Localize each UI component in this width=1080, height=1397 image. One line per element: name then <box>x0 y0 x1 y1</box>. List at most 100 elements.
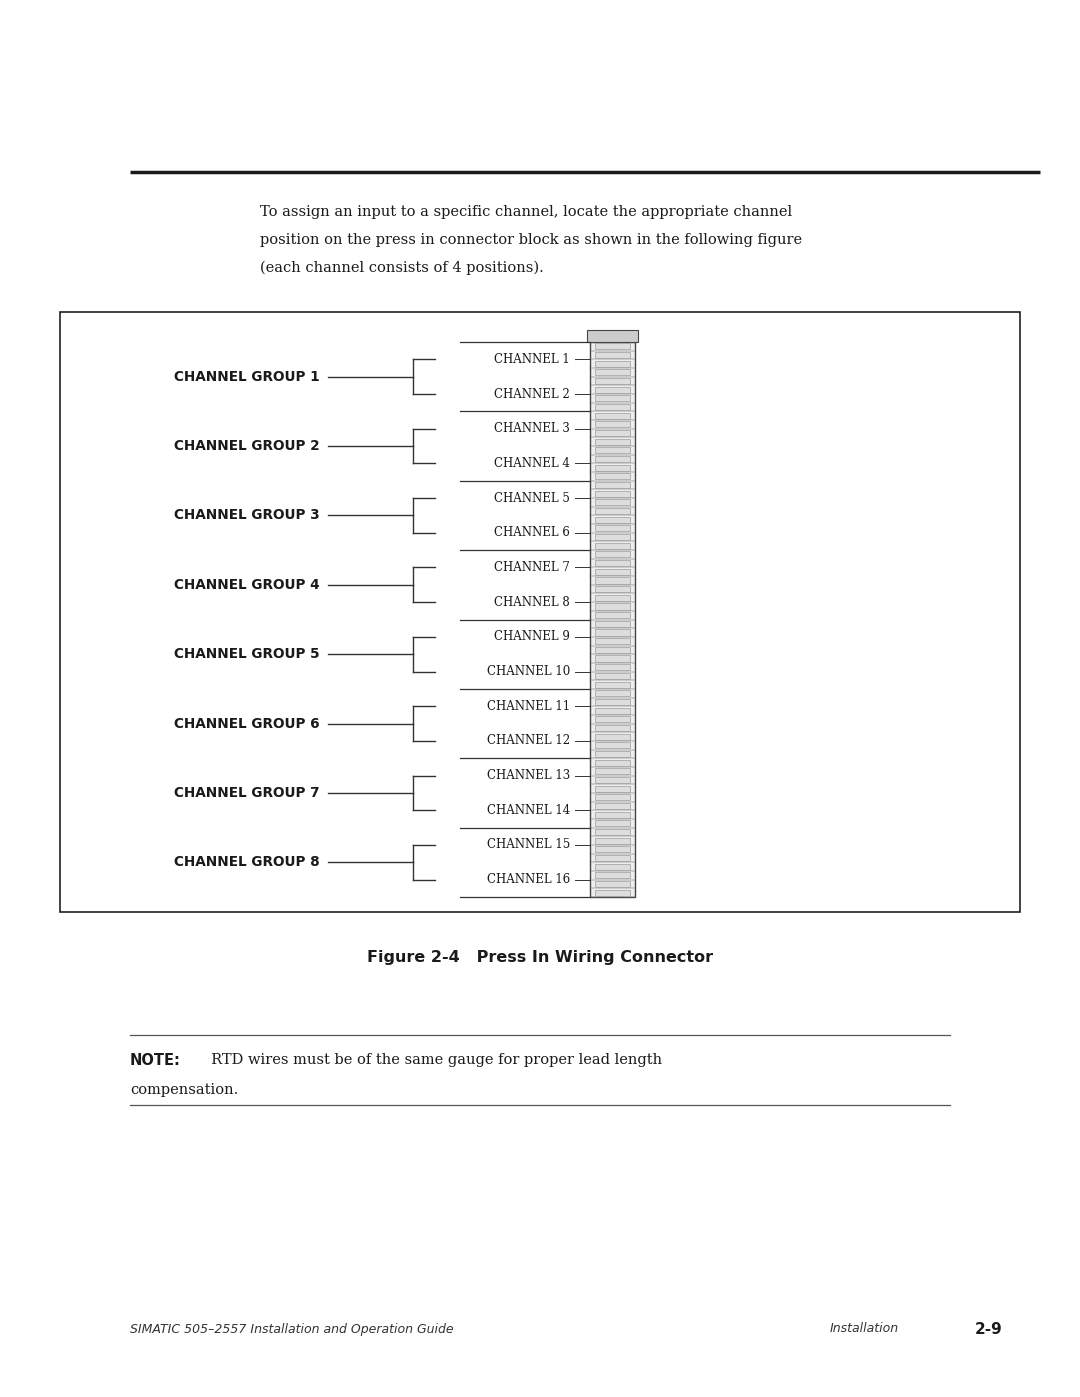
Bar <box>595 422 630 427</box>
Bar <box>595 698 630 705</box>
Bar <box>595 587 630 592</box>
Text: (each channel consists of 4 positions).: (each channel consists of 4 positions). <box>260 261 543 275</box>
Bar <box>595 690 630 696</box>
Bar <box>595 803 630 809</box>
Bar <box>595 795 630 800</box>
Text: CHANNEL 11: CHANNEL 11 <box>487 700 570 712</box>
Bar <box>595 872 630 879</box>
Bar <box>595 404 630 411</box>
Text: CHANNEL 14: CHANNEL 14 <box>487 803 570 817</box>
Bar <box>595 387 630 393</box>
Bar <box>595 482 630 488</box>
Bar <box>595 517 630 522</box>
Bar <box>595 820 630 826</box>
Bar <box>595 838 630 844</box>
Text: CHANNEL GROUP 8: CHANNEL GROUP 8 <box>174 855 320 869</box>
Bar <box>595 369 630 376</box>
Bar <box>595 360 630 367</box>
Text: CHANNEL 4: CHANNEL 4 <box>495 457 570 469</box>
Bar <box>595 630 630 636</box>
Text: CHANNEL GROUP 3: CHANNEL GROUP 3 <box>174 509 320 522</box>
Text: Installation: Installation <box>831 1323 900 1336</box>
Bar <box>595 847 630 852</box>
Text: CHANNEL 7: CHANNEL 7 <box>495 562 570 574</box>
Text: CHANNEL 9: CHANNEL 9 <box>495 630 570 644</box>
Text: To assign an input to a specific channel, locate the appropriate channel: To assign an input to a specific channel… <box>260 205 792 219</box>
Text: CHANNEL GROUP 1: CHANNEL GROUP 1 <box>174 370 320 384</box>
Bar <box>595 707 630 714</box>
Text: 2-9: 2-9 <box>975 1322 1002 1337</box>
Text: CHANNEL 3: CHANNEL 3 <box>495 422 570 436</box>
Text: CHANNEL 2: CHANNEL 2 <box>495 387 570 401</box>
Text: compensation.: compensation. <box>130 1083 239 1097</box>
Bar <box>595 509 630 514</box>
Bar <box>595 465 630 471</box>
Bar <box>595 534 630 541</box>
Bar <box>595 890 630 895</box>
Bar <box>595 828 630 835</box>
Bar <box>595 785 630 792</box>
Bar <box>595 455 630 462</box>
Bar <box>595 682 630 687</box>
Bar <box>595 760 630 766</box>
Text: CHANNEL 10: CHANNEL 10 <box>487 665 570 678</box>
Text: Figure 2-4   Press In Wiring Connector: Figure 2-4 Press In Wiring Connector <box>367 950 713 965</box>
Bar <box>595 638 630 644</box>
Text: CHANNEL 16: CHANNEL 16 <box>487 873 570 886</box>
Text: CHANNEL GROUP 4: CHANNEL GROUP 4 <box>174 578 320 592</box>
Bar <box>595 439 630 444</box>
Bar <box>595 725 630 731</box>
Bar <box>595 777 630 782</box>
Bar <box>595 620 630 627</box>
Bar <box>595 863 630 870</box>
Bar <box>595 474 630 479</box>
Bar <box>595 604 630 609</box>
Text: CHANNEL 5: CHANNEL 5 <box>495 492 570 504</box>
Bar <box>595 664 630 671</box>
Text: CHANNEL 6: CHANNEL 6 <box>495 527 570 539</box>
Bar <box>595 430 630 436</box>
Bar <box>595 647 630 652</box>
Bar <box>595 344 630 349</box>
Bar <box>60 312 1020 912</box>
Text: CHANNEL GROUP 6: CHANNEL GROUP 6 <box>174 717 320 731</box>
Bar <box>595 525 630 531</box>
Bar <box>595 395 630 401</box>
Bar <box>595 577 630 584</box>
Bar <box>595 560 630 566</box>
Bar <box>595 499 630 506</box>
Bar <box>595 447 630 454</box>
Text: CHANNEL 12: CHANNEL 12 <box>487 735 570 747</box>
Bar <box>595 855 630 861</box>
Text: CHANNEL GROUP 7: CHANNEL GROUP 7 <box>174 787 320 800</box>
Text: SIMATIC 505–2557 Installation and Operation Guide: SIMATIC 505–2557 Installation and Operat… <box>130 1323 454 1336</box>
Text: RTD wires must be of the same gauge for proper lead length: RTD wires must be of the same gauge for … <box>202 1053 662 1067</box>
Text: position on the press in connector block as shown in the following figure: position on the press in connector block… <box>260 233 802 247</box>
Text: CHANNEL 13: CHANNEL 13 <box>487 770 570 782</box>
Bar <box>595 750 630 757</box>
Bar <box>595 412 630 419</box>
Bar <box>595 569 630 574</box>
Bar <box>595 543 630 549</box>
Text: CHANNEL 8: CHANNEL 8 <box>495 595 570 609</box>
Bar <box>595 673 630 679</box>
Text: CHANNEL 1: CHANNEL 1 <box>495 353 570 366</box>
Bar <box>588 330 638 342</box>
Bar <box>595 655 630 662</box>
Bar <box>595 717 630 722</box>
Bar <box>595 612 630 619</box>
Bar <box>595 352 630 358</box>
Bar <box>595 595 630 601</box>
Bar <box>595 742 630 749</box>
Bar <box>590 342 635 897</box>
Bar <box>595 812 630 817</box>
Text: NOTE:: NOTE: <box>130 1053 180 1067</box>
Text: CHANNEL 15: CHANNEL 15 <box>487 838 570 851</box>
Bar <box>595 768 630 774</box>
Bar <box>595 733 630 739</box>
Bar <box>595 552 630 557</box>
Text: CHANNEL GROUP 5: CHANNEL GROUP 5 <box>174 647 320 661</box>
Bar <box>595 882 630 887</box>
Bar <box>595 379 630 384</box>
Text: CHANNEL GROUP 2: CHANNEL GROUP 2 <box>174 439 320 453</box>
